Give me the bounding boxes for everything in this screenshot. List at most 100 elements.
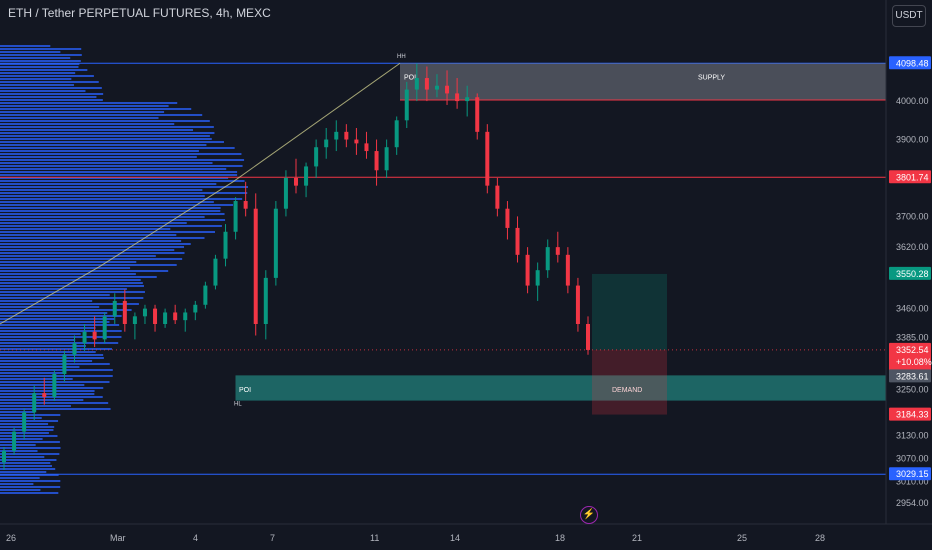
x-tick-label: 26 [6, 533, 16, 543]
candle-body [102, 316, 107, 340]
volume-profile-bar [0, 63, 80, 65]
y-tick-label: 3070.00 [896, 454, 929, 464]
candle-body [485, 131, 490, 186]
y-tick-label: 3460.00 [896, 304, 929, 314]
demand-poi-label: POI [239, 387, 251, 394]
volume-profile-bar [0, 117, 159, 119]
volume-profile-bar [0, 477, 40, 479]
volume-profile-bar [0, 189, 203, 191]
candle-body [253, 208, 258, 324]
candle-body [294, 177, 298, 186]
y-tick-label: 3010.00 [896, 477, 929, 487]
volume-profile-bar [0, 408, 111, 410]
price-label-stop-box [889, 407, 931, 421]
volume-profile-bar [0, 168, 227, 170]
y-tick-label: 3620.00 [896, 242, 929, 252]
candle-body [424, 78, 429, 90]
x-tick-label: 18 [555, 533, 565, 543]
volume-profile-bar [0, 279, 141, 281]
swing-marker: HH [397, 54, 406, 60]
volume-profile-bar [0, 333, 81, 335]
demand-label: DEMAND [612, 387, 642, 394]
price-label-stop: 3184.33 [896, 410, 929, 420]
volume-profile-bar [0, 303, 139, 305]
volume-profile-bar [0, 66, 79, 68]
candle-body [304, 166, 309, 186]
candle-body [535, 270, 540, 286]
volume-profile-bar [0, 105, 169, 107]
volume-profile-bar [0, 69, 88, 71]
volume-profile-bar [0, 273, 136, 275]
candle-body [384, 147, 389, 171]
volume-profile-bar [0, 339, 76, 341]
volume-profile-bar [0, 204, 234, 206]
volume-profile-bar [0, 213, 225, 215]
volume-profile-bar [0, 243, 191, 245]
candle-body [434, 85, 439, 90]
volume-profile-bar [0, 390, 95, 392]
volume-profile-bar [0, 450, 38, 452]
candle-body [334, 131, 339, 140]
volume-profile-bar [0, 60, 81, 62]
volume-profile-bar [0, 261, 137, 263]
supply-poi-label: POI [404, 74, 416, 81]
candle-body [414, 78, 419, 90]
volume-profile-bar [0, 183, 217, 185]
volume-profile-bar [0, 186, 248, 188]
price-label-support: 3029.15 [896, 469, 929, 479]
candle-body [283, 177, 288, 209]
position-target-zone [592, 273, 667, 350]
volume-profile-bar [0, 465, 52, 467]
candle-body [112, 300, 117, 317]
demand-zone [235, 375, 887, 401]
volume-profile-bar [0, 249, 175, 251]
volume-profile-bar [0, 489, 41, 491]
volume-profile-bar [0, 129, 194, 131]
volume-profile-bar [0, 174, 238, 176]
price-label-demand: 3283.61 [896, 371, 929, 381]
candle-body [575, 285, 580, 324]
volume-profile-bar [0, 354, 104, 356]
candle-body [243, 201, 248, 209]
volume-profile-bar [0, 357, 104, 359]
volume-profile-bar [0, 330, 122, 332]
candle-body [22, 412, 27, 432]
volume-profile-bar [0, 384, 85, 386]
volume-profile-bar [0, 378, 73, 380]
volume-profile-bar [0, 135, 210, 137]
volume-profile-bar [0, 81, 99, 83]
volume-profile-bar [0, 312, 108, 314]
volume-profile-bar [0, 153, 242, 155]
volume-profile-bar [0, 396, 103, 398]
volume-profile-bar [0, 264, 177, 266]
volume-profile-bar [0, 252, 185, 254]
candle-body [2, 450, 6, 463]
volume-profile-bar [0, 285, 144, 287]
currency-button[interactable]: USDT [892, 5, 926, 27]
volume-profile-bar [0, 315, 122, 317]
lightning-icon[interactable]: ⚡ [580, 506, 598, 524]
volume-profile-bar [0, 297, 144, 299]
candle-body [545, 247, 550, 271]
x-tick-label: 4 [193, 533, 198, 543]
volume-profile-bar [0, 126, 214, 128]
y-tick-label: 3250.00 [896, 384, 929, 394]
price-label-support-box [889, 467, 931, 481]
volume-profile-bar [0, 192, 248, 194]
volume-profile-bar [0, 459, 57, 461]
volume-profile-bar [0, 417, 42, 419]
symbol-title: ETH / Tether PERPETUAL FUTURES, 4h, MEXC [8, 6, 271, 20]
volume-profile-bar [0, 336, 122, 338]
volume-profile-bar [0, 132, 215, 134]
volume-profile-bar [0, 270, 169, 272]
volume-profile-bar [0, 363, 110, 365]
price-label-hh-box [889, 56, 931, 70]
volume-profile-bar [0, 276, 157, 278]
candle-body [163, 312, 168, 324]
x-tick-label: 11 [370, 533, 379, 543]
volume-profile-bar [0, 327, 96, 329]
volume-profile-bar [0, 324, 120, 326]
volume-profile-bar [0, 72, 76, 74]
candle-body [495, 185, 500, 209]
